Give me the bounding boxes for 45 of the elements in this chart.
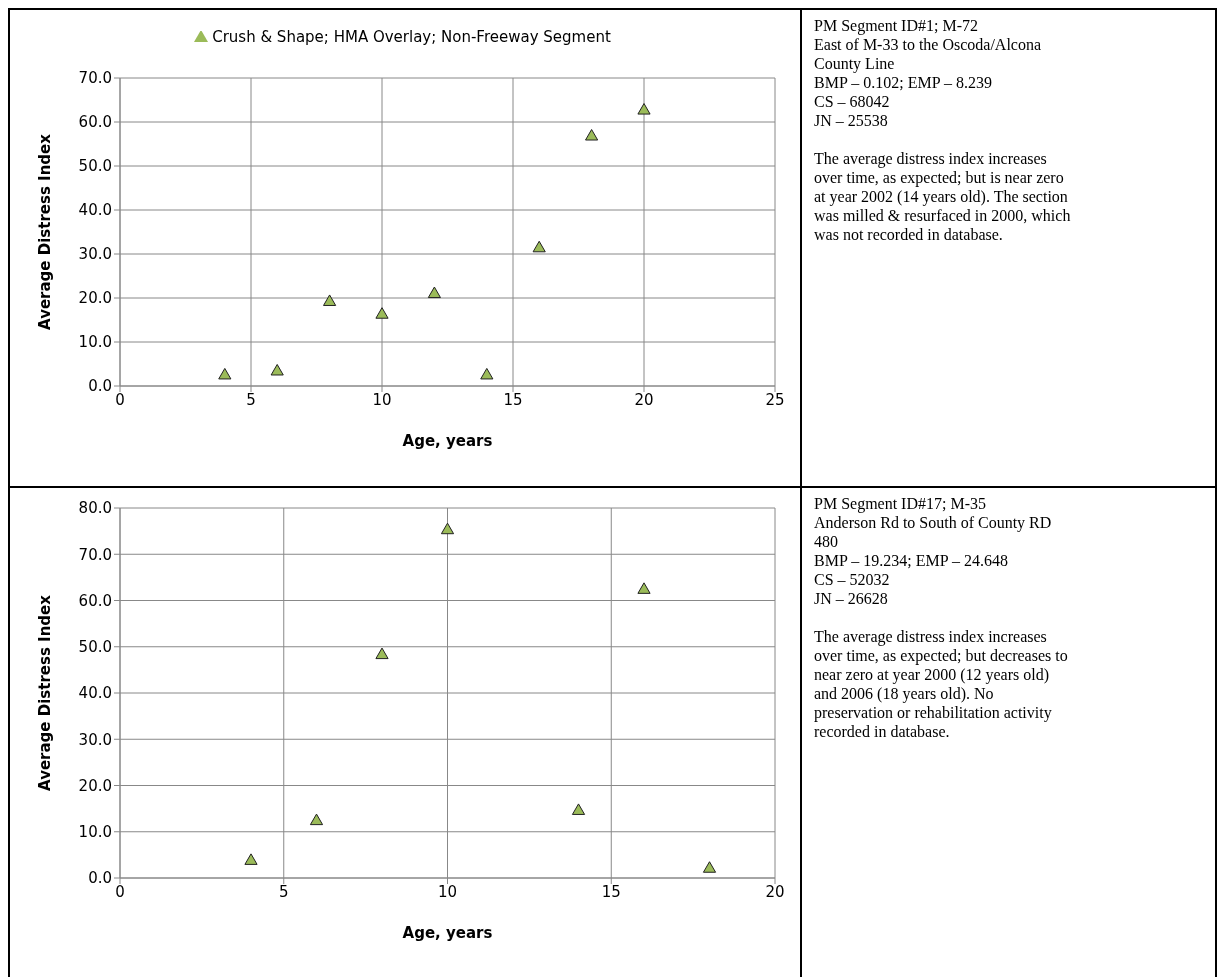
text: CS – 52032 — [814, 570, 891, 589]
text: JN – 26628 — [814, 589, 889, 608]
y-tick-label: 50.0 — [78, 157, 112, 176]
x-tick-label: 5 — [278, 882, 289, 901]
y-tick-label: 0.0 — [88, 869, 112, 888]
text: The average distress index increases over time, as expected; but is near zero at year 2002 (14 years old). The section was milled & resurfaced in 2000, which was not recorded in database. — [814, 149, 1072, 244]
y-tick-label: 20.0 — [78, 289, 112, 308]
y-tick-label: 50.0 — [78, 638, 112, 657]
y-tick-label: 40.0 — [78, 201, 112, 220]
legend-label: Crush & Shape; HMA Overlay; Non-Freeway Segment — [212, 28, 611, 46]
text: BMP – 0.102; EMP – 8.239 — [814, 73, 993, 92]
y-tick-label: 0.0 — [88, 377, 112, 396]
text: PM Segment ID#1; M-72 — [814, 16, 979, 35]
y-axis-title: Average Distress Index — [36, 594, 55, 791]
text: East of M-33 to the Oscoda/Alcona County Line — [814, 35, 1043, 73]
x-tick-label: 10 — [372, 390, 392, 409]
y-tick-label: 60.0 — [78, 113, 112, 132]
x-axis-title: Age, years — [402, 432, 493, 450]
y-tick-label: 30.0 — [78, 730, 112, 749]
x-tick-label: 0 — [115, 390, 125, 409]
text: BMP – 19.234; EMP – 24.648 — [814, 551, 1009, 570]
y-tick-label: 80.0 — [78, 499, 112, 518]
y-tick-label: 40.0 — [78, 684, 112, 703]
x-tick-label: 10 — [437, 882, 458, 901]
y-tick-label: 10.0 — [78, 823, 112, 842]
x-tick-label: 20 — [634, 390, 654, 409]
x-tick-label: 20 — [765, 882, 785, 901]
x-tick-label: 15 — [601, 882, 621, 901]
x-axis-title: Age, years — [402, 924, 493, 942]
text: The average distress index increases over time, as expected; but decreases to near zero at year 2000 (12 years old) and 2006 (18 years old). No preservation or rehabilitation activity recorded in database. — [814, 627, 1069, 741]
text: Anderson Rd to South of County RD 480 — [814, 513, 1053, 551]
x-tick-label: 0 — [115, 882, 125, 901]
x-tick-label: 25 — [765, 390, 785, 409]
text: JN – 25538 — [814, 111, 889, 130]
x-tick-label: 5 — [246, 390, 256, 409]
text: CS – 68042 — [814, 92, 891, 111]
x-tick-label: 15 — [503, 390, 523, 409]
y-axis-title: Average Distress Index — [36, 133, 55, 330]
text: PM Segment ID#17; M-35 — [814, 494, 987, 513]
y-tick-label: 70.0 — [78, 69, 112, 88]
y-tick-label: 70.0 — [78, 545, 112, 564]
y-tick-label: 30.0 — [78, 245, 112, 264]
y-tick-label: 20.0 — [78, 776, 112, 795]
y-tick-label: 60.0 — [78, 591, 112, 610]
y-tick-label: 10.0 — [78, 333, 112, 352]
